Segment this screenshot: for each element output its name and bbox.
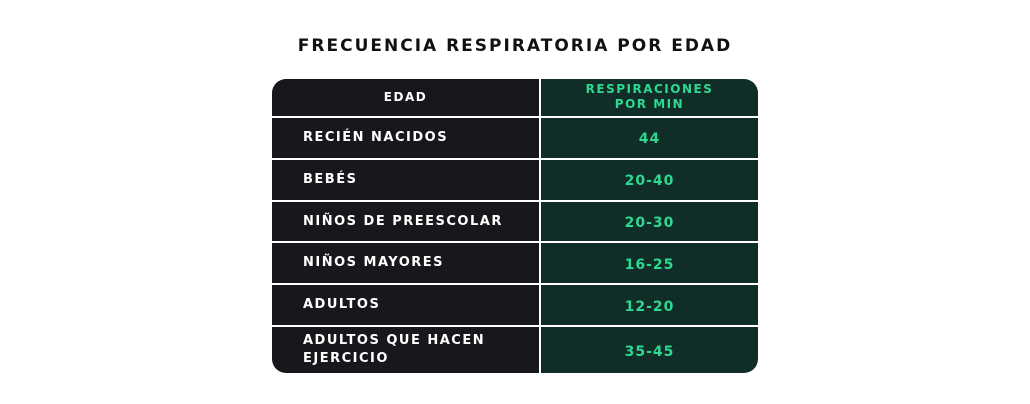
age-cell-row-6: ADULTOS QUE HACEN EJERCICIO xyxy=(303,333,486,367)
age-cell-row-3: NIÑOS DE PREESCOLAR xyxy=(272,202,539,244)
column-divider xyxy=(539,79,541,373)
age-cell-row-2: BEBÉS xyxy=(272,160,539,202)
rate-cell-row-3: 20-30 xyxy=(541,202,758,244)
page-title: FRECUENCIA RESPIRATORIA POR EDAD xyxy=(297,36,733,56)
age-cell-row-4: NIÑOS MAYORES xyxy=(272,243,539,286)
age-cell-row-5: ADULTOS xyxy=(272,285,539,328)
rate-column-header: RESPIRACIONES POR MIN xyxy=(541,79,758,118)
respiratory-rate-table: EDAD RECIÉN NACIDOS BEBÉS NIÑOS DE PREES… xyxy=(272,79,758,373)
rate-header-line-2: POR MIN xyxy=(614,97,685,112)
rate-cell-row-5: 12-20 xyxy=(541,285,758,328)
age-column: EDAD RECIÉN NACIDOS BEBÉS NIÑOS DE PREES… xyxy=(272,79,539,373)
age-cell-row-1: RECIÉN NACIDOS xyxy=(272,118,539,160)
rate-cell-row-2: 20-40 xyxy=(541,160,758,202)
rate-cell-row-1: 44 xyxy=(541,118,758,160)
age-column-header: EDAD xyxy=(272,79,539,118)
rate-header-line-1: RESPIRACIONES xyxy=(585,82,714,97)
rate-column: RESPIRACIONES POR MIN 44 20-40 20-30 16-… xyxy=(541,79,758,373)
rate-cell-row-6: 35-45 xyxy=(624,343,675,360)
rate-cell-row-4: 16-25 xyxy=(541,243,758,286)
